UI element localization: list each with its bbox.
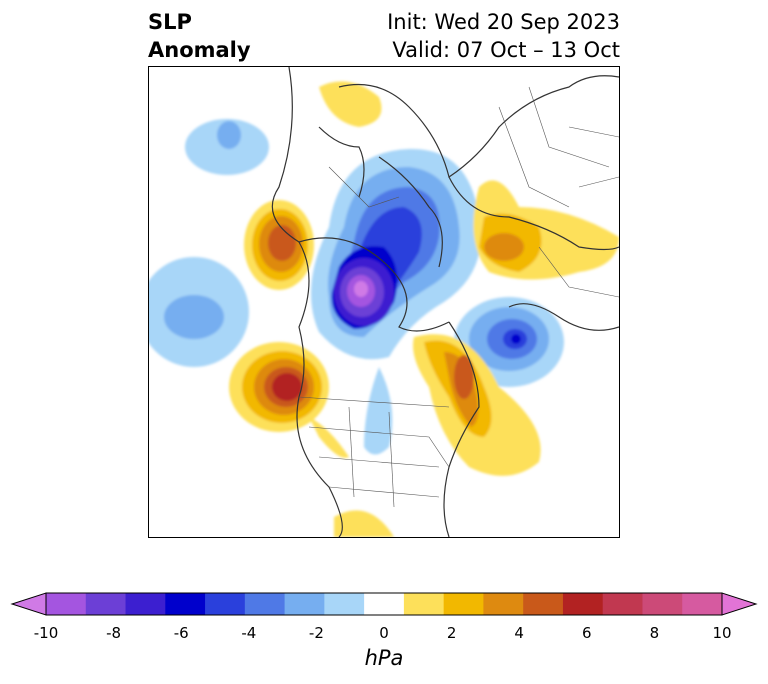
colorbar-tick-label: -10 (33, 624, 59, 642)
title-variable: SLP (148, 10, 192, 34)
colorbar-swatch (682, 593, 723, 615)
colorbar-tick-label: -2 (308, 624, 324, 642)
colorbar-swatch (642, 593, 683, 615)
colorbar-tick-label: 0 (379, 624, 389, 642)
colorbar-swatch (602, 593, 643, 615)
plot-title-left: SLP Anomaly (148, 8, 251, 64)
anomaly-fields (149, 81, 619, 537)
colorbar-swatch (165, 593, 206, 615)
colorbar (10, 592, 758, 616)
colorbar-tick-label: -8 (106, 624, 122, 642)
colorbar-unit-label: hPa (364, 646, 404, 670)
colorbar-tick-label: 8 (649, 624, 660, 642)
colorbar-swatch (205, 593, 246, 615)
colorbar-tick-label: -6 (173, 624, 189, 642)
plot-title-right: Init: Wed 20 Sep 2023 Valid: 07 Oct – 13… (387, 8, 620, 64)
colorbar-tick-label: 2 (446, 624, 457, 642)
country-borders (298, 86, 619, 508)
colorbar-swatch (562, 593, 604, 615)
colorbar-swatch (403, 593, 445, 615)
colorbar-tick-label: 4 (514, 624, 524, 642)
colorbar-swatch (443, 593, 484, 615)
valid-range-label: Valid: 07 Oct – 13 Oct (392, 38, 620, 62)
colorbar-extend-min (10, 592, 47, 616)
anomaly-map (148, 66, 620, 538)
coastlines (271, 67, 619, 537)
map-canvas (149, 67, 619, 537)
colorbar-swatch (244, 593, 286, 615)
colorbar-extend-max (721, 592, 758, 616)
colorbar-tick-label: 6 (582, 624, 592, 642)
colorbar-swatch (483, 593, 524, 615)
colorbar-swatch (523, 593, 564, 615)
colorbar-swatch (46, 593, 87, 615)
colorbar-swatch (85, 593, 127, 615)
colorbar-swatch (125, 593, 166, 615)
colorbar-swatch (324, 593, 365, 615)
colorbar-tick-label: -4 (241, 624, 257, 642)
colorbar-tick-label: 10 (712, 624, 732, 642)
colorbar-swatch (364, 593, 405, 615)
colorbar-frame (45, 592, 723, 616)
colorbar-swatch (284, 593, 325, 615)
title-type: Anomaly (148, 38, 251, 62)
init-date-label: Init: Wed 20 Sep 2023 (387, 10, 620, 34)
